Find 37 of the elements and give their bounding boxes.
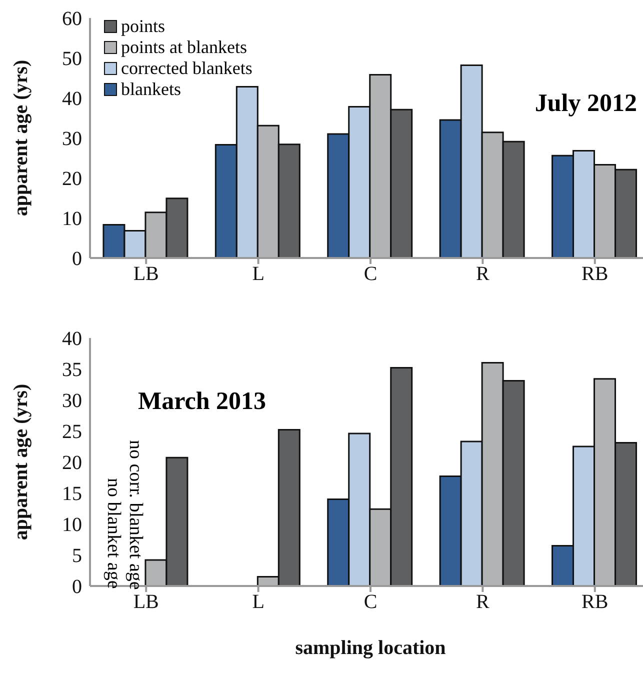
annotation: no blanket age [102, 478, 124, 589]
y-tick-label: 20 [62, 168, 82, 190]
y-tick-label: 40 [62, 88, 82, 110]
y-tick-label: 0 [72, 576, 82, 598]
x-tick-label: L [252, 263, 264, 286]
x-tick-label: C [364, 591, 378, 614]
y-tick-label: 50 [62, 48, 82, 70]
y-tick-label: 30 [62, 128, 82, 150]
y-tick-label: 20 [62, 452, 82, 474]
legend-label: blankets [121, 79, 181, 100]
x-tick-label: LB [133, 591, 159, 614]
y-tick-label: 30 [62, 390, 82, 412]
annotation: no corr. blanket age [124, 440, 146, 590]
y-tick-label: 25 [62, 421, 82, 444]
legend-label: points [121, 16, 166, 37]
x-tick-label: R [476, 591, 490, 614]
x-tick-label: RB [582, 591, 608, 614]
y-tick-label: 5 [72, 545, 82, 568]
legend-label: points at blankets [121, 37, 247, 58]
y-axis-title: apparent age (yrs) [10, 384, 32, 540]
x-tick-label: L [252, 591, 264, 614]
y-tick-label: 60 [62, 8, 82, 30]
y-tick-label: 40 [62, 328, 82, 350]
text: March 2013 [138, 388, 266, 416]
x-tick-label: LB [133, 263, 159, 286]
y-tick-label: 0 [72, 248, 82, 270]
legend-label: corrected blankets [121, 58, 252, 79]
x-tick-label: C [364, 263, 378, 286]
x-tick-label: RB [582, 263, 608, 286]
text: July 2012 [534, 90, 637, 118]
y-axis-title: apparent age (yrs) [10, 60, 32, 216]
y-tick-label: 10 [62, 514, 82, 536]
x-axis-title: sampling location [295, 637, 446, 659]
y-tick-label: 10 [62, 208, 82, 230]
y-tick-label: 15 [62, 483, 82, 506]
y-tick-label: 35 [62, 359, 82, 382]
x-tick-label: R [476, 263, 490, 286]
